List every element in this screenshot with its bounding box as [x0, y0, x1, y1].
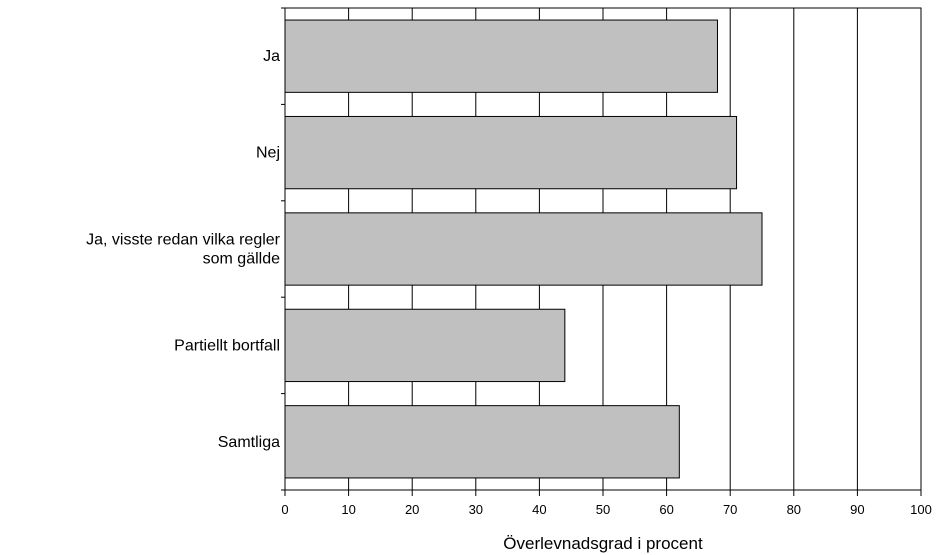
x-tick-label: 40	[532, 502, 546, 517]
category-labels: Ja Nej Ja, visste redan vilka regler som gä…	[86, 48, 281, 451]
category-label: Nej	[256, 145, 280, 162]
x-tick-label: 90	[850, 502, 864, 517]
category-label: Partiellt bortfall	[174, 337, 280, 354]
bar	[284, 212, 763, 286]
category-label: Ja, visste redan vilka regler	[86, 232, 281, 249]
x-tick-label: 50	[596, 502, 610, 517]
category-label: Ja	[263, 48, 280, 65]
x-tick-label: 10	[341, 502, 355, 517]
x-tick-label: 60	[659, 502, 673, 517]
bar	[284, 308, 566, 383]
x-axis-ticks: 0 10 20 30 40 50 60 70 80 90 100	[281, 490, 932, 517]
x-tick-label: 0	[281, 502, 288, 517]
x-axis-title: Överlevnadsgrad i procent	[503, 534, 703, 553]
bar	[284, 115, 738, 190]
x-tick-label: 20	[405, 502, 419, 517]
x-tick-label: 80	[787, 502, 801, 517]
bars	[284, 19, 763, 479]
x-tick-label: 30	[469, 502, 483, 517]
bar	[284, 405, 680, 479]
x-tick-label: 100	[910, 502, 932, 517]
category-label: som gällde	[203, 251, 280, 268]
bar	[284, 19, 718, 93]
category-label: Samtliga	[218, 434, 280, 451]
y-axis-ticks	[281, 7, 285, 491]
x-tick-label: 70	[723, 502, 737, 517]
